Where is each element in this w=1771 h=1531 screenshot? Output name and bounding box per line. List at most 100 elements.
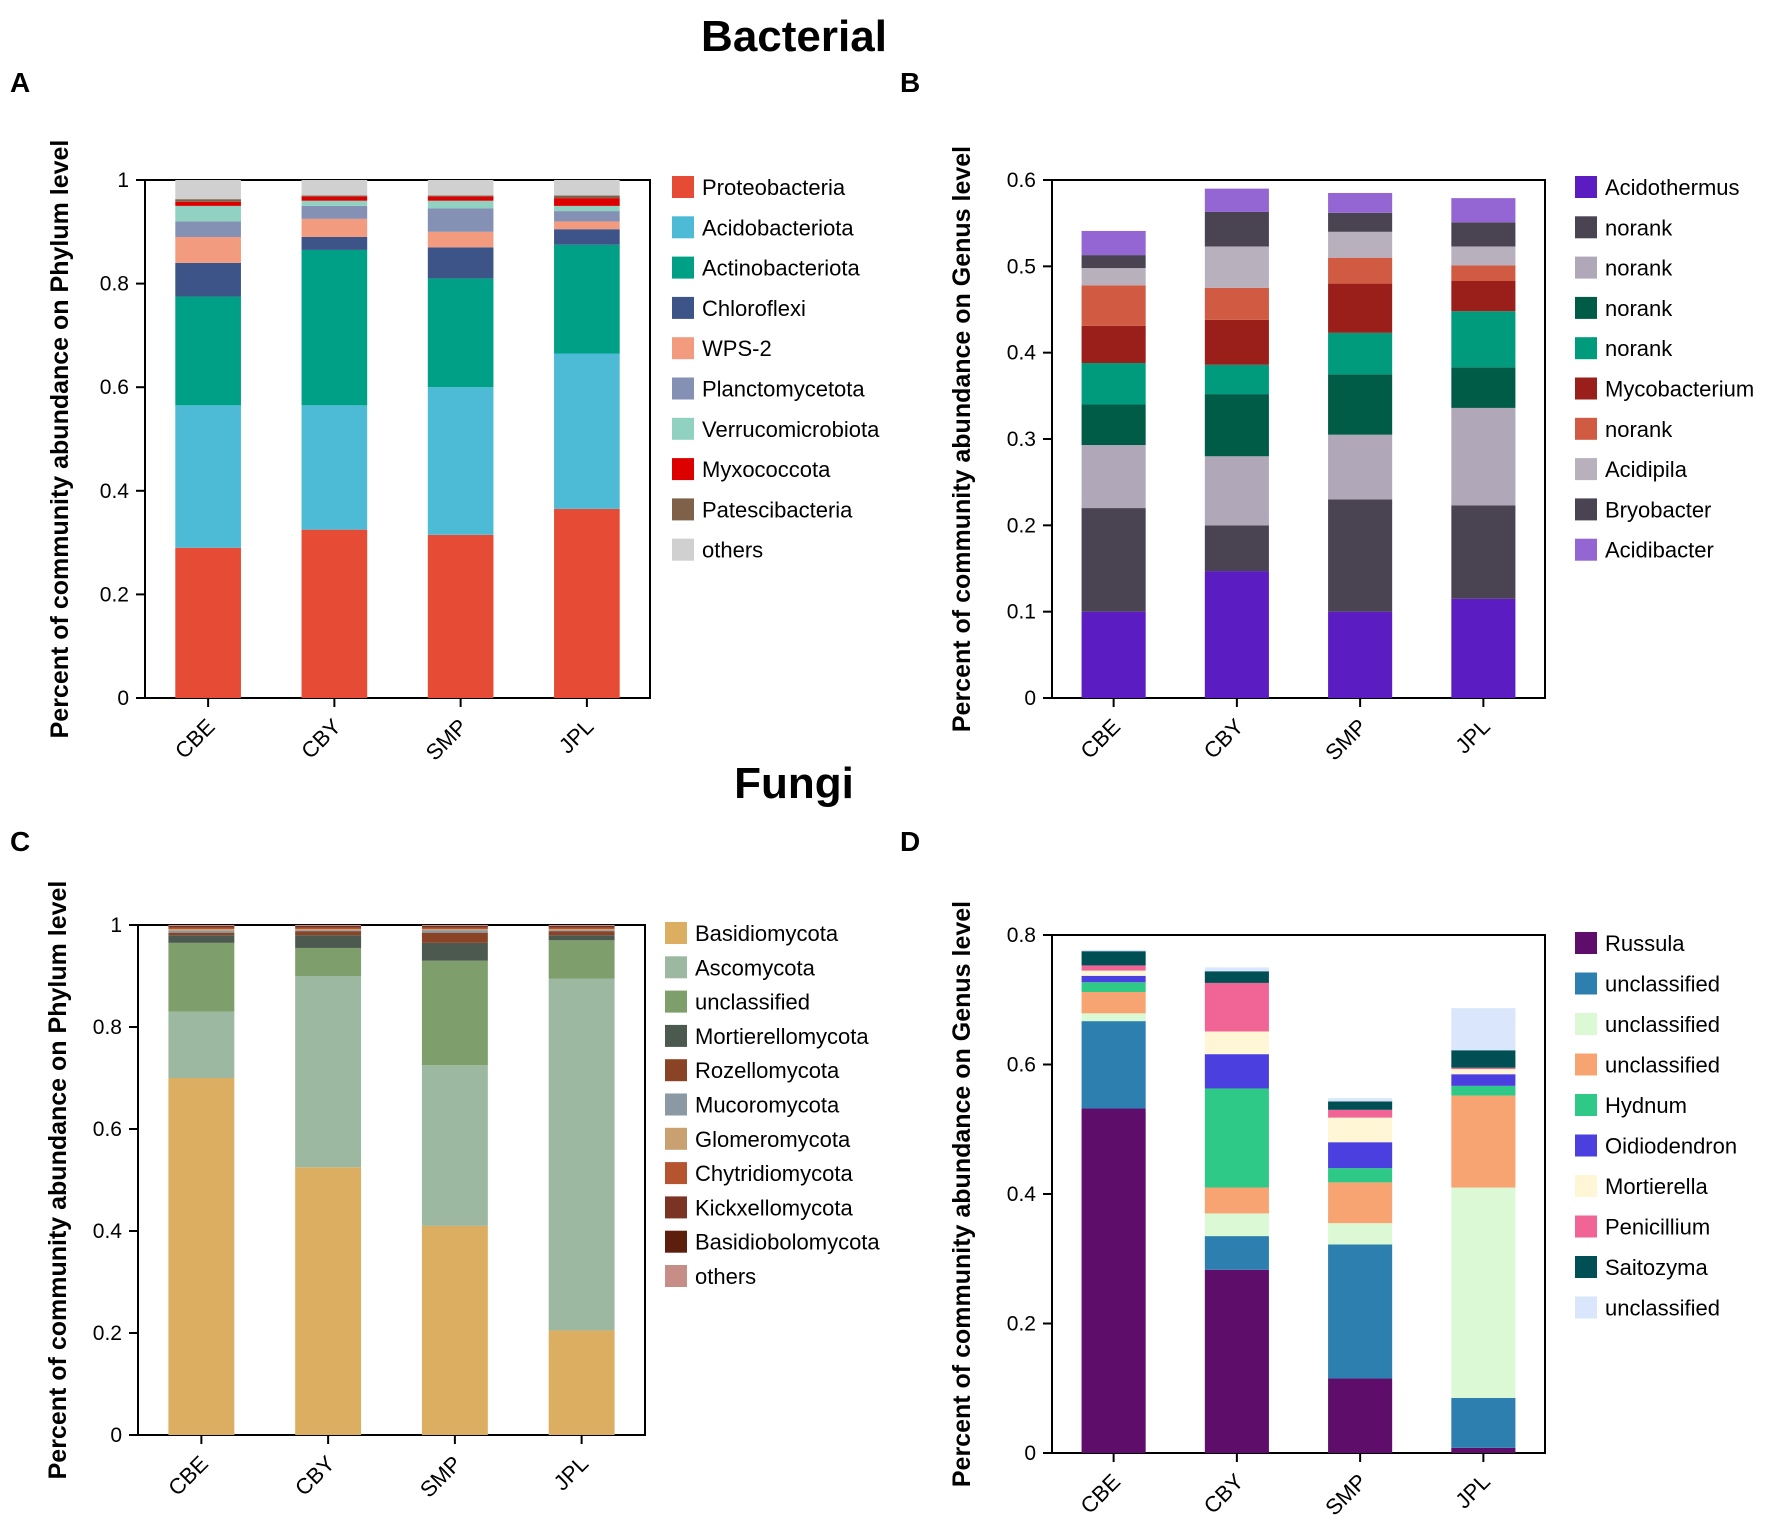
panel-b-bar-segment — [1204, 211, 1269, 247]
panel-b-legend-swatch — [1575, 296, 1597, 319]
panel-c-bar-segment — [295, 927, 362, 930]
panel-b-legend-label: Mycobacterium — [1605, 377, 1754, 402]
panel-a-bar-segment — [427, 231, 494, 248]
panel-b-bar-segment — [1081, 508, 1146, 612]
panel-b-bar-segment — [1081, 404, 1146, 446]
panel-a-y-tick-label: 0.2 — [100, 583, 129, 606]
panel-c-bar-segment — [548, 931, 615, 936]
panel-a-legend-swatch — [672, 337, 694, 360]
panel-d-bar-segment — [1328, 1101, 1393, 1110]
panel-a-legend-label: Planctomycetota — [702, 377, 865, 402]
panel-c-y-tick-label: 0.6 — [93, 1118, 122, 1141]
panel-d-bar-segment — [1204, 1031, 1269, 1055]
panel-c-legend-swatch — [665, 922, 687, 944]
panel-b-bar-segment — [1451, 505, 1516, 599]
panel-a-category-label: JPL — [554, 714, 598, 758]
panel-c-bar-segment — [168, 930, 235, 933]
panel-d-bar-segment — [1328, 1223, 1393, 1245]
panel-b-y-tick-label: 0.5 — [1007, 255, 1036, 278]
panel-d-y-tick-label: 0.4 — [1007, 1183, 1037, 1206]
panel-d-bar-segment — [1204, 967, 1269, 972]
panel-a-bar-segment — [175, 205, 241, 222]
panel-b-bar-segment — [1081, 285, 1146, 326]
panel-c-bar-segment — [295, 929, 362, 931]
panel-d-legend-label: unclassified — [1605, 1296, 1720, 1321]
panel-a-bar-segment — [427, 278, 494, 388]
panel-c-legend-swatch — [665, 1093, 687, 1116]
panel-d-legend-label: Russula — [1605, 931, 1685, 956]
panel-a-chart: 0 0.2 0.4 0.6 0.8 1 Percent of community abund… — [46, 140, 880, 766]
panel-a-legend-label: others — [702, 538, 763, 563]
panel-a-bar-segment — [554, 205, 620, 212]
panel-a-bar-segment — [427, 195, 494, 197]
panel-c-bar-segment — [548, 935, 615, 941]
panel-b-y-tick-label: 0.1 — [1007, 601, 1036, 624]
panel-a-bar-segment — [175, 547, 241, 698]
panel-a-bar-segment — [554, 508, 620, 698]
panel-c-label: C — [10, 826, 30, 857]
panel-b-bar-segment — [1081, 445, 1146, 509]
panel-b-bar-segment — [1328, 231, 1393, 258]
panel-c-category-label: CBE — [163, 1451, 213, 1501]
panel-b-y-tick-label: 0.3 — [1007, 428, 1036, 451]
panel-d-bar-segment — [1081, 949, 1146, 952]
panel-b-bar-segment — [1204, 246, 1269, 288]
panel-a-bar-segment — [175, 262, 241, 297]
panel-c-bar-segment — [295, 930, 362, 932]
panel-b-y-tick-label: 0.2 — [1007, 514, 1036, 537]
panel-c-bar-segment — [421, 926, 488, 928]
panel-b-bar-segment — [1328, 611, 1393, 698]
panel-c-category-label: SMP — [415, 1451, 466, 1502]
panel-a-bar-segment — [175, 405, 241, 548]
panel-a-y-tick-label: 0 — [117, 687, 129, 710]
panel-c-legend-label: Glomeromycota — [695, 1127, 851, 1152]
panel-c-bar-segment — [168, 942, 235, 1012]
panel-d-bar-segment — [1081, 1108, 1146, 1453]
panel-b-legend-label: Acidipila — [1605, 457, 1688, 482]
panel-c-legend-swatch — [665, 1162, 687, 1185]
panel-a-legend-label: Myxococcota — [702, 457, 831, 482]
panel-b-bar-segment — [1204, 287, 1269, 320]
panel-c-legend-label: Basidiobolomycota — [695, 1230, 880, 1255]
panel-d-bar-segment — [1081, 1021, 1146, 1109]
panel-b-bar-segment — [1328, 192, 1393, 213]
panel-c-bar-segment — [421, 960, 488, 1066]
panel-c-legend-label: Kickxellomycota — [695, 1195, 853, 1220]
panel-d-label: D — [900, 826, 920, 857]
panel-c-bar-segment — [168, 926, 235, 928]
panel-c-legend-swatch — [665, 1265, 687, 1287]
panel-b-legend-swatch — [1575, 377, 1597, 400]
panel-d-bar-segment — [1081, 991, 1146, 1014]
panel-a-legend-label: Verrucomicrobiota — [702, 417, 880, 442]
panel-b-legend-label: Acidothermus — [1605, 175, 1740, 200]
panel-a-category-label: CBY — [296, 714, 346, 764]
panel-a-bar-segment — [554, 211, 620, 222]
panel-c-legend-label: Ascomycota — [695, 955, 816, 980]
panel-a-legend-swatch — [672, 216, 694, 239]
panel-b-bar-segment — [1328, 332, 1393, 375]
panel-c-legend-label: Basidiomycota — [695, 921, 839, 946]
panel-c-bar-segment — [548, 927, 615, 930]
panel-c-bar-segment — [421, 930, 488, 933]
panel-c-bar-segment — [295, 1167, 362, 1435]
panel-c-y-tick-label: 0.2 — [93, 1322, 122, 1345]
panel-a-legend-label: Acidobacteriota — [702, 215, 854, 240]
panel-b-bar-segment — [1081, 230, 1146, 256]
panel-d-category-label: CBE — [1075, 1469, 1125, 1519]
panel-b-bar-segment — [1204, 364, 1269, 395]
panel-a-bar-segment — [175, 201, 241, 206]
panel-c-legend-label: Mucoromycota — [695, 1093, 840, 1118]
panel-b-legend-label: Bryobacter — [1605, 497, 1711, 522]
panel-c-legend-swatch — [665, 1024, 687, 1047]
panel-a-bar-segment — [301, 236, 368, 250]
panel-d-bar-segment — [1451, 1069, 1516, 1075]
panel-b-legend-label: norank — [1605, 256, 1673, 281]
panel-a-legend-label: Patescibacteria — [702, 497, 853, 522]
panel-a-legend-swatch — [672, 538, 694, 561]
panel-b-bar-segment — [1451, 265, 1516, 282]
panel-c-legend-swatch — [665, 1127, 687, 1150]
panel-c-bar-segment — [168, 932, 235, 936]
panel-b-legend-label: Acidibacter — [1605, 538, 1714, 563]
panel-b-bar-segment — [1451, 407, 1516, 506]
panel-b-y-tick-label: 0 — [1024, 687, 1036, 710]
